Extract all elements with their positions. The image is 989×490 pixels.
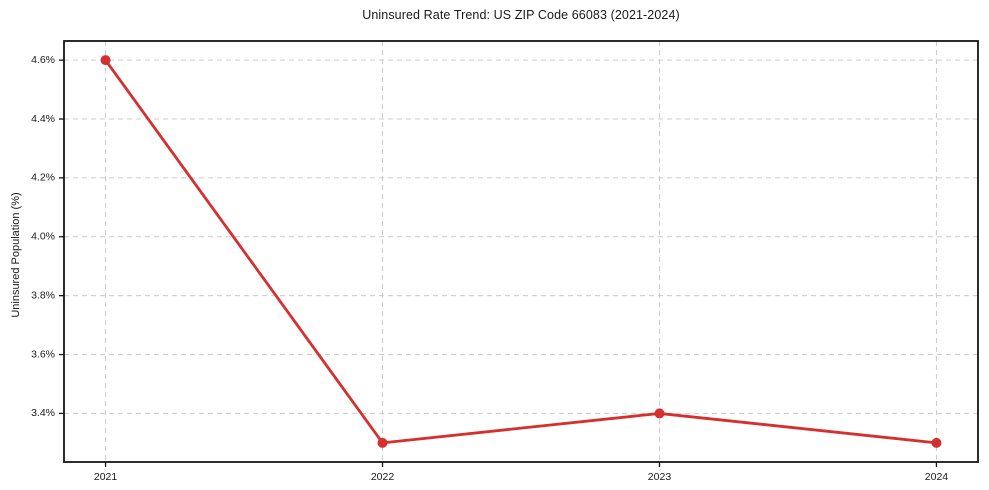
y-axis-label-text: Uninsured Population (%) xyxy=(10,192,22,318)
data-point-marker xyxy=(654,408,665,419)
trend-line xyxy=(104,58,938,445)
y-tick-label: 4.2% xyxy=(31,172,55,184)
x-tick-label: 2022 xyxy=(371,471,395,483)
x-tick-label: 2023 xyxy=(648,471,672,483)
chart-title: Uninsured Rate Trend: US ZIP Code 66083 … xyxy=(362,8,680,22)
y-tick-label: 4.6% xyxy=(31,54,55,66)
y-tick-label: 3.8% xyxy=(31,289,55,301)
x-tick-label: 2021 xyxy=(94,471,118,483)
y-tick-label: 3.6% xyxy=(31,348,55,360)
x-tick-label: 2024 xyxy=(925,471,949,483)
data-point-marker xyxy=(931,437,942,448)
y-tick-label: 4.0% xyxy=(31,231,55,243)
data-point-marker xyxy=(377,437,388,448)
y-tick-label: 4.4% xyxy=(31,113,55,125)
data-point-marker xyxy=(100,55,111,66)
plot-border xyxy=(63,40,979,463)
y-tick-label: 3.4% xyxy=(31,407,55,419)
